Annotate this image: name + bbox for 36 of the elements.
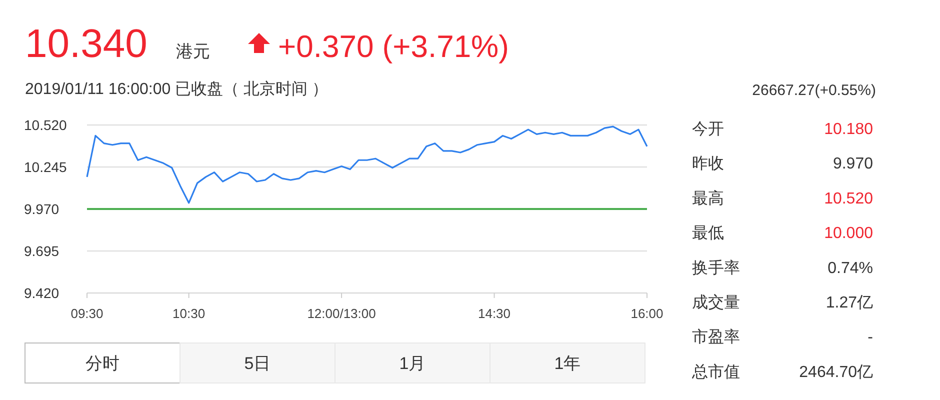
x-tick-label: 12:00/13:00	[307, 306, 376, 321]
text: 市盈率	[692, 328, 740, 346]
text: 1年	[554, 354, 581, 373]
x-tick-label: 16:00	[630, 306, 664, 321]
text: 0.74%	[828, 260, 873, 277]
text: 最低	[692, 225, 724, 242]
text: 2464.70亿	[799, 364, 873, 381]
text: 最高	[692, 189, 724, 208]
text: 10.180	[824, 121, 874, 138]
y-tick-label: 10.245	[24, 159, 68, 175]
text: 26667.27(+0.55%)	[752, 82, 876, 99]
x-tick-label: 09:30	[70, 306, 104, 321]
y-tick-label: 9.420	[24, 285, 60, 301]
x-tick-label: 10:30	[172, 306, 206, 321]
text: 10.520	[824, 190, 874, 208]
text: 9.970	[832, 156, 874, 173]
text: 10.000	[824, 225, 874, 242]
text: +0.370 (+3.71%)	[278, 29, 509, 64]
text: 总市值	[691, 362, 740, 381]
text: 换手率	[692, 258, 740, 277]
text: 分时	[86, 354, 120, 373]
chart-title: 10.340	[25, 22, 148, 66]
y-tick-label: 9.695	[24, 243, 60, 259]
text: -	[868, 329, 873, 346]
text: 1月	[399, 354, 426, 373]
text: 昨收	[692, 156, 724, 173]
text: 港元	[176, 42, 210, 61]
text: 今开	[692, 121, 724, 138]
text: 5日	[244, 354, 271, 373]
text: 1.27亿	[826, 294, 873, 312]
line-series	[86, 126, 648, 204]
y-tick-label: 10.520	[24, 117, 68, 133]
x-tick-label: 14:30	[478, 306, 511, 321]
text: 成交量	[692, 294, 740, 312]
chart-subtitle: 2019/01/11 16:00:00 已收盘（ 北京时间 ）	[25, 80, 328, 98]
y-tick-label: 9.970	[24, 201, 60, 217]
